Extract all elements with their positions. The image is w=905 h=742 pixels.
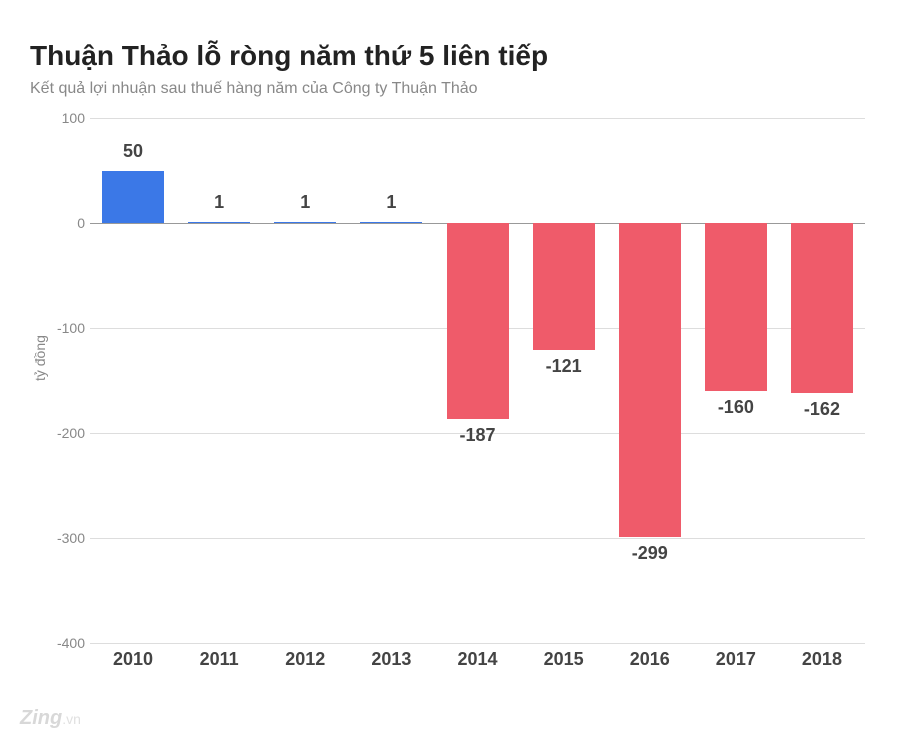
x-tick-label: 2010 <box>113 649 153 701</box>
watermark: Zing.vn <box>20 707 81 730</box>
y-tick-label: -400 <box>45 635 85 651</box>
x-tick-label: 2013 <box>371 649 411 701</box>
bar-value-label: -160 <box>705 397 767 418</box>
watermark-suffix: .vn <box>62 711 81 727</box>
bar-group: -160 <box>705 118 767 643</box>
bar <box>791 223 853 393</box>
bar <box>619 223 681 537</box>
bar <box>188 222 250 223</box>
x-tick-label: 2015 <box>544 649 584 701</box>
bar <box>705 223 767 391</box>
bar-group: 1 <box>274 118 336 643</box>
x-tick-label: 2016 <box>630 649 670 701</box>
x-tick-label: 2017 <box>716 649 756 701</box>
x-tick-label: 2012 <box>285 649 325 701</box>
bar-group: -121 <box>533 118 595 643</box>
bar-group: 50 <box>102 118 164 643</box>
x-tick-label: 2011 <box>200 649 239 701</box>
x-tick-label: 2018 <box>802 649 842 701</box>
y-tick-label: -100 <box>45 320 85 336</box>
bar-group: -187 <box>447 118 509 643</box>
bar <box>274 222 336 223</box>
bar-group: 1 <box>360 118 422 643</box>
bar-value-label: -121 <box>533 356 595 377</box>
watermark-brand: Zing <box>20 707 62 729</box>
y-tick-label: -200 <box>45 425 85 441</box>
chart-container: Thuận Thảo lỗ ròng năm thứ 5 liên tiếp K… <box>0 0 905 742</box>
chart-subtitle: Kết quả lợi nhuận sau thuế hàng năm của … <box>30 80 875 98</box>
bar-group: -162 <box>791 118 853 643</box>
bar-value-label: 1 <box>274 192 336 213</box>
bar-value-label: -162 <box>791 399 853 420</box>
y-tick-label: -300 <box>45 530 85 546</box>
bar <box>447 223 509 419</box>
x-tick-label: 2014 <box>457 649 497 701</box>
bar-group: 1 <box>188 118 250 643</box>
bar <box>102 171 164 224</box>
y-axis-label: tỷ đồng <box>32 335 48 381</box>
grid-line <box>90 643 865 644</box>
y-tick-label: 100 <box>45 110 85 126</box>
bar-value-label: -299 <box>619 543 681 564</box>
bar-value-label: 50 <box>102 141 164 162</box>
bar-group: -299 <box>619 118 681 643</box>
chart-title: Thuận Thảo lỗ ròng năm thứ 5 liên tiếp <box>30 40 875 72</box>
bar-value-label: 1 <box>188 192 250 213</box>
bar-value-label: 1 <box>360 192 422 213</box>
y-tick-label: 0 <box>45 215 85 231</box>
bar <box>533 223 595 350</box>
bars-area: 50 1 1 1 -187 -121 -299 -160 -162 <box>90 118 865 643</box>
bar <box>360 222 422 223</box>
plot-area: tỷ đồng -400-300-200-1000100 50111-187-1… <box>90 118 865 673</box>
bar-value-label: -187 <box>447 425 509 446</box>
